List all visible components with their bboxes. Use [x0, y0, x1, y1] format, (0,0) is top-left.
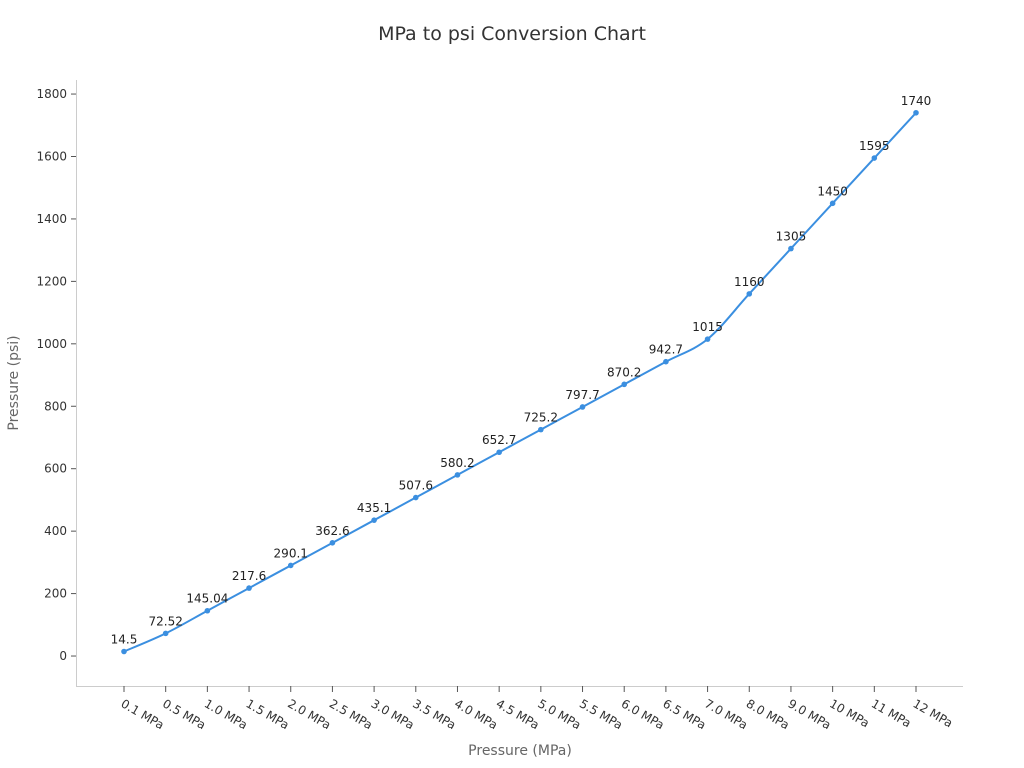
data-label: 14.5	[111, 633, 138, 647]
data-label: 725.2	[524, 411, 558, 425]
x-tick-label: 2.5 MPa	[327, 696, 375, 732]
x-tick-label: 8.0 MPa	[744, 696, 792, 732]
data-point	[454, 472, 461, 478]
x-tick-label: 0.5 MPa	[160, 696, 208, 732]
data-point	[746, 291, 753, 297]
data-label: 1160	[734, 275, 765, 289]
x-tick-label: 7.0 MPa	[702, 696, 750, 732]
data-point	[287, 562, 294, 569]
data-label: 217.6	[232, 569, 266, 583]
data-point	[204, 607, 211, 614]
y-tick-label: 200	[44, 587, 67, 601]
data-point	[371, 517, 377, 523]
x-tick-label: 6.0 MPa	[619, 696, 667, 732]
data-label: 1595	[859, 139, 890, 153]
data-point	[704, 336, 711, 342]
y-tick-label: 1600	[36, 149, 67, 163]
x-tick-label: 6.5 MPa	[660, 696, 708, 732]
y-axis-title: Pressure (psi)	[6, 335, 22, 430]
data-point	[829, 200, 836, 207]
data-point	[913, 109, 919, 116]
y-tick-label: 1200	[36, 274, 67, 288]
data-label: 507.6	[399, 479, 433, 493]
x-tick-label: 5.5 MPa	[577, 696, 625, 732]
y-tick-label: 600	[44, 462, 67, 476]
data-point	[621, 381, 628, 388]
data-point	[579, 404, 586, 410]
data-label: 1015	[692, 320, 723, 334]
data-point	[663, 358, 669, 365]
series-line	[123, 112, 917, 653]
x-tick-label: 4.0 MPa	[452, 696, 500, 732]
y-tick-label: 800	[44, 399, 67, 413]
data-label: 1450	[817, 184, 848, 198]
x-tick-label: 2.0 MPa	[285, 696, 333, 732]
data-point	[788, 245, 794, 252]
data-point	[496, 449, 502, 456]
x-tick-label: 1.0 MPa	[202, 696, 250, 732]
data-point	[121, 648, 127, 655]
data-label: 1305	[776, 230, 807, 244]
x-axis-title: Pressure (MPa)	[468, 743, 572, 759]
data-label: 580.2	[440, 456, 474, 470]
data-label: 435.1	[357, 501, 391, 515]
x-tick-label: 12 MPa	[911, 696, 956, 730]
x-tick-label: 1.5 MPa	[244, 696, 292, 732]
data-point	[871, 155, 878, 161]
x-tick-label: 10 MPa	[827, 696, 872, 730]
chart-title: MPa to psi Conversion Chart	[378, 23, 646, 45]
y-tick-label: 1000	[36, 337, 67, 351]
data-point	[538, 426, 544, 433]
x-tick-label: 3.0 MPa	[369, 696, 417, 732]
data-label: 290.1	[274, 546, 308, 560]
data-label: 797.7	[565, 388, 599, 402]
data-point	[162, 630, 169, 637]
data-label: 942.7	[649, 343, 683, 357]
y-tick-label: 400	[44, 524, 67, 538]
data-point	[246, 585, 252, 591]
data-label: 72.52	[149, 614, 183, 628]
x-tick-label: 11 MPa	[869, 696, 914, 730]
x-tick-label: 0.1 MPa	[119, 696, 167, 732]
y-tick-label: 0	[59, 649, 67, 663]
data-label: 1740	[901, 94, 932, 108]
data-point	[412, 494, 419, 501]
x-tick-label: 9.0 MPa	[785, 696, 833, 732]
data-label: 870.2	[607, 365, 641, 379]
y-tick-label: 1400	[36, 212, 67, 226]
x-tick-label: 5.0 MPa	[535, 696, 583, 732]
y-tick-label: 1800	[36, 87, 67, 101]
x-tick-label: 3.5 MPa	[410, 696, 458, 732]
data-label: 362.6	[315, 524, 349, 538]
data-point	[329, 540, 336, 546]
data-label: 145.04	[186, 592, 228, 606]
data-label: 652.7	[482, 433, 516, 447]
x-tick-label: 4.5 MPa	[494, 696, 542, 732]
